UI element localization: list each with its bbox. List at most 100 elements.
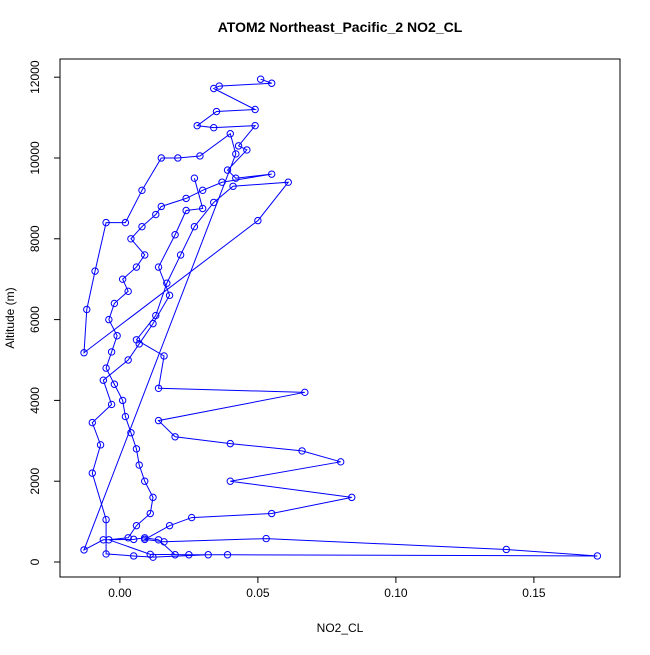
data-point xyxy=(502,545,510,554)
data-point xyxy=(141,534,149,542)
data-point xyxy=(187,513,196,522)
data-point xyxy=(99,536,108,544)
data-point xyxy=(91,267,99,275)
data-point xyxy=(226,130,234,138)
data-point xyxy=(121,218,130,227)
x-tick-label: 0.05 xyxy=(246,586,270,600)
data-point xyxy=(149,319,157,328)
data-point xyxy=(124,287,132,296)
y-tick-label: 4000 xyxy=(28,387,42,414)
data-point xyxy=(174,154,182,162)
y-tick-label: 8000 xyxy=(28,225,42,252)
data-point xyxy=(102,364,110,372)
data-point xyxy=(190,222,199,231)
data-point xyxy=(99,376,108,384)
data-point xyxy=(105,536,113,544)
data-point xyxy=(190,174,199,182)
data-point xyxy=(196,152,204,160)
data-point xyxy=(152,311,160,320)
data-point xyxy=(124,356,132,364)
data-point xyxy=(593,552,602,560)
data-point xyxy=(102,550,110,558)
data-point xyxy=(223,551,232,559)
data-point xyxy=(149,493,157,502)
data-point xyxy=(110,299,119,308)
data-point xyxy=(163,279,171,287)
data-point xyxy=(182,206,190,215)
data-point xyxy=(135,461,143,469)
data-point xyxy=(171,433,179,441)
data-point xyxy=(267,170,276,178)
data-point xyxy=(284,178,292,186)
data-point xyxy=(218,178,226,186)
data-point xyxy=(149,553,157,561)
data-point xyxy=(210,123,218,132)
plot-frame xyxy=(59,58,621,578)
data-point xyxy=(110,380,119,388)
y-tick-label: 6000 xyxy=(28,306,42,333)
data-point xyxy=(157,202,165,211)
data-point xyxy=(80,546,88,554)
data-point xyxy=(135,340,143,348)
data-point xyxy=(121,412,130,421)
y-tick-label: 10000 xyxy=(28,141,42,175)
data-point xyxy=(154,263,163,271)
data-point xyxy=(232,150,240,158)
data-point xyxy=(118,275,127,283)
x-tick-label: 0.10 xyxy=(384,586,408,600)
data-point xyxy=(210,198,218,207)
data-point xyxy=(348,493,356,502)
x-tick-label: 0.00 xyxy=(108,586,132,600)
data-point xyxy=(243,146,251,154)
data-point xyxy=(165,521,174,530)
data-point xyxy=(171,231,179,239)
y-axis-label: Altitude (m) xyxy=(3,287,17,348)
data-point xyxy=(118,396,127,405)
data-point xyxy=(254,216,262,225)
data-point xyxy=(152,210,160,219)
data-point xyxy=(336,458,345,466)
chart-title: ATOM2 Northeast_Pacific_2 NO2_CL xyxy=(218,19,463,35)
data-point xyxy=(256,75,265,83)
data-point xyxy=(267,79,276,87)
data-point xyxy=(157,154,165,162)
data-point xyxy=(212,107,221,116)
data-point xyxy=(226,439,234,448)
data-point xyxy=(124,534,132,542)
data-point xyxy=(229,182,237,190)
data-point xyxy=(107,400,116,409)
data-point xyxy=(154,536,163,544)
data-point xyxy=(182,194,190,203)
data-point xyxy=(198,186,207,195)
data-point xyxy=(129,535,138,544)
data-point xyxy=(234,142,243,150)
data-point xyxy=(138,186,146,195)
x-axis-label: NO2_CL xyxy=(317,621,364,635)
data-point xyxy=(113,332,121,340)
data-point xyxy=(96,441,105,449)
data-point xyxy=(154,416,163,425)
y-tick-label: 0 xyxy=(28,558,42,565)
data-point xyxy=(232,174,240,182)
data-point xyxy=(132,521,141,530)
data-point xyxy=(129,552,138,560)
data-point xyxy=(262,534,270,543)
data-point xyxy=(127,235,135,243)
data-point xyxy=(185,551,193,559)
data-point xyxy=(210,84,218,93)
data-point xyxy=(132,445,141,453)
y-tick-label: 12000 xyxy=(28,60,42,94)
data-point xyxy=(171,551,179,559)
data-point xyxy=(83,305,91,314)
data-point xyxy=(223,166,232,174)
data-point xyxy=(146,509,154,518)
data-point xyxy=(176,251,185,259)
data-point xyxy=(102,218,110,227)
data-point xyxy=(88,469,96,477)
y-tick-label: 2000 xyxy=(28,468,42,495)
data-point xyxy=(88,418,96,427)
data-point xyxy=(298,447,306,455)
data-point xyxy=(193,121,201,130)
data-point xyxy=(102,515,110,524)
